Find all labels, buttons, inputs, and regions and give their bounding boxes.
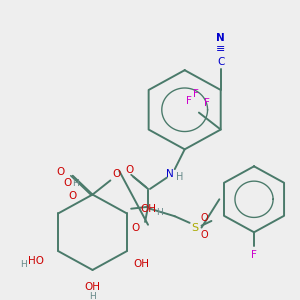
Text: O: O (201, 213, 208, 223)
Text: F: F (186, 96, 192, 106)
Text: O: O (68, 191, 76, 202)
Text: O: O (64, 178, 72, 188)
Text: H: H (176, 172, 183, 182)
Text: OH: OH (141, 204, 157, 214)
Text: ≡: ≡ (216, 44, 225, 54)
Text: OH: OH (134, 259, 150, 269)
Text: O: O (201, 230, 208, 240)
Text: F: F (251, 250, 257, 260)
Text: N: N (166, 169, 174, 179)
Text: H: H (20, 260, 27, 269)
Text: OH: OH (85, 282, 101, 292)
Text: O: O (131, 223, 139, 232)
Text: S: S (191, 223, 198, 232)
Text: H: H (89, 292, 96, 300)
Text: F: F (204, 98, 210, 108)
Text: H: H (156, 208, 163, 217)
Text: F: F (193, 89, 199, 99)
Text: O: O (125, 165, 133, 175)
Text: C: C (217, 57, 224, 67)
Text: O: O (57, 167, 65, 177)
Text: O: O (112, 169, 120, 179)
Text: N: N (216, 33, 225, 43)
Text: HO: HO (28, 256, 44, 266)
Text: H: H (72, 179, 79, 188)
